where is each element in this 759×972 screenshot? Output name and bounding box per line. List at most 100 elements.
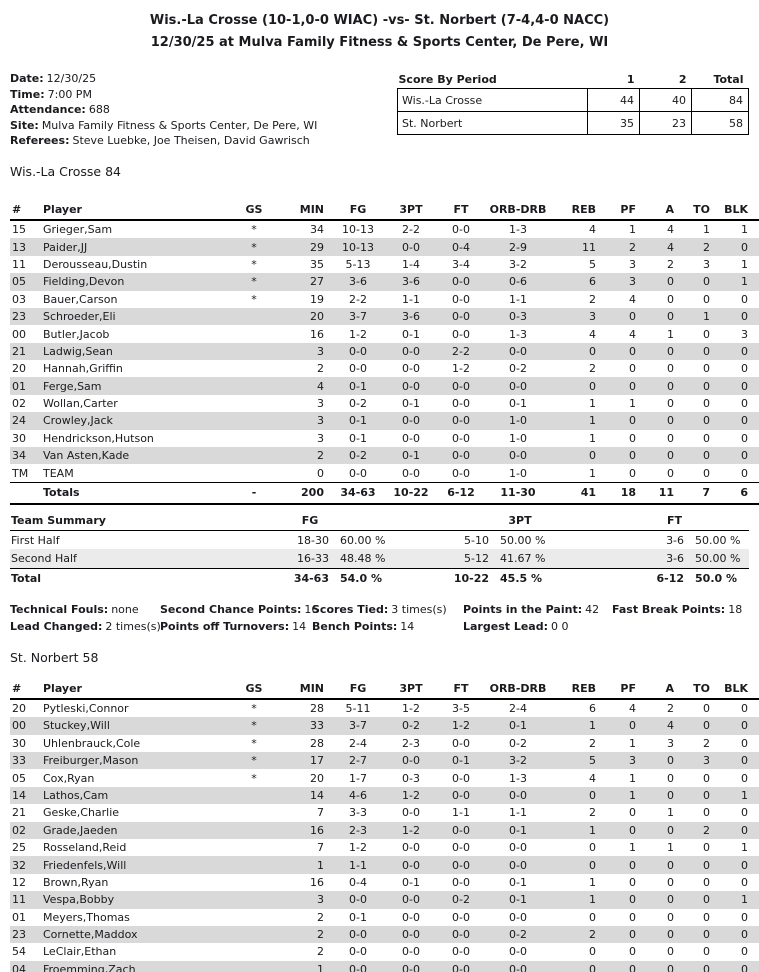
player-pf: 0: [603, 447, 643, 465]
player-ft: 0-0: [437, 412, 485, 430]
player-pf: 0: [629, 362, 636, 376]
player-stl: 0: [755, 735, 759, 752]
player-fg: 0-0: [349, 466, 367, 480]
player-3pt: 1-4: [402, 257, 420, 271]
player-to: 0: [703, 292, 710, 306]
player-number: 01: [12, 910, 26, 924]
player-pf: 0: [629, 466, 636, 480]
player-number: 05: [12, 771, 26, 785]
player-3pt: 0-0: [385, 925, 437, 944]
player-3pt: 0-0: [385, 377, 437, 395]
player-reb: 6: [551, 273, 603, 291]
player-gs: [229, 377, 279, 395]
player-min: 14: [279, 786, 331, 805]
player-name: Bauer,Carson: [43, 292, 118, 306]
player-orb-drb: 0-0: [509, 841, 527, 855]
player-min: 34: [310, 223, 324, 237]
player-row: 11 Derousseau,Dustin * 35 5-13 1-4 3-4 3…: [10, 256, 759, 273]
player-blk: 1: [741, 841, 748, 855]
player-pf: 0: [603, 717, 643, 735]
score-period-2: 40: [639, 88, 692, 112]
col-header-ast: A: [643, 679, 681, 700]
player-min: 1: [279, 856, 331, 874]
player-blk: 0: [741, 466, 748, 480]
player-ft: 0-0: [437, 447, 485, 465]
game-stat-label: Points off Turnovers:: [160, 620, 290, 634]
player-pf: 0: [603, 342, 643, 361]
player-gs: [229, 342, 279, 361]
player-min: 20: [279, 307, 331, 326]
player-number: 02: [12, 397, 26, 411]
player-pf: 0: [629, 806, 636, 820]
player-min: 3: [279, 412, 331, 430]
player-stl: 0: [755, 412, 759, 430]
player-3pt: 1-1: [402, 292, 420, 306]
summary-header-ft: FT: [600, 511, 750, 531]
player-reb: 1: [589, 431, 596, 445]
col-header-stl: STL: [755, 679, 759, 700]
player-row: 01 Ferge,Sam 4 0-1 0-0 0-0 0-0 0 0 0 0 0…: [10, 377, 759, 395]
col-header-number: #: [10, 679, 41, 700]
player-orb-drb: 1-0: [509, 431, 527, 445]
player-ft: 3-5: [452, 702, 470, 716]
player-row: 04 Froemming,Zach 1 0-0 0-0 0-0 0-0 0 0 …: [10, 960, 759, 972]
player-ft: 2-2: [437, 342, 485, 361]
col-header-ast: A: [643, 200, 681, 221]
player-gs: [229, 804, 279, 821]
game-stat: Lead Changed: 2 times(s): [10, 619, 161, 635]
player-fg: 1-2: [349, 841, 367, 855]
player-reb: 11: [551, 238, 603, 256]
game-stat-value: 0 0: [551, 620, 569, 634]
player-orb-drb: 0-1: [485, 821, 551, 839]
player-3pt: 0-3: [402, 771, 420, 785]
player-blk: 1: [717, 273, 755, 291]
player-min: 19: [310, 292, 324, 306]
col-header-pf: PF: [603, 679, 643, 700]
player-blk: 0: [717, 412, 755, 430]
player-pf: 4: [629, 292, 636, 306]
player-orb-drb: 3-2: [509, 257, 527, 271]
player-number: 00: [12, 327, 26, 341]
player-reb: 0: [551, 447, 603, 465]
player-min: 16: [279, 821, 331, 839]
player-stl: 2: [755, 699, 759, 717]
player-row: 33 Freiburger,Mason * 17 2-7 0-0 0-1 3-2…: [10, 752, 759, 770]
player-row: 02 Wollan,Carter 3 0-2 0-1 0-0 0-1 1 1 0…: [10, 395, 759, 412]
player-name: Ladwig,Sean: [41, 342, 229, 361]
player-gs: *: [251, 292, 257, 306]
player-to: 2: [703, 736, 710, 750]
game-stat: Bench Points: 14: [312, 619, 463, 635]
score-header-period-1: 1: [587, 70, 640, 89]
player-stl: 0: [755, 874, 759, 891]
player-orb-drb: 1-3: [509, 327, 527, 341]
player-min: 28: [310, 702, 324, 716]
player-pf: 0: [629, 910, 636, 924]
player-ast: 0: [667, 397, 674, 411]
player-ft: 0-0: [452, 397, 470, 411]
player-to: 0: [681, 377, 717, 395]
player-reb: 1: [551, 821, 603, 839]
player-to: 0: [703, 806, 710, 820]
player-gs: [229, 786, 279, 805]
player-3pt: 0-0: [385, 856, 437, 874]
player-gs: [229, 395, 279, 412]
player-fg: 4-6: [331, 786, 385, 805]
player-fg: 3-7: [331, 307, 385, 326]
player-gs: [229, 360, 279, 377]
player-blk: 1: [717, 786, 755, 805]
player-gs: [229, 307, 279, 326]
player-row: 20 Pytleski,Connor * 28 5-11 1-2 3-5 2-4…: [10, 699, 759, 717]
player-fg: 2-7: [331, 752, 385, 770]
player-pf: 0: [629, 945, 636, 959]
score-header-row: Score By Period 1 2 Total: [397, 70, 749, 89]
player-name: Paider,JJ: [41, 238, 229, 256]
col-header-blk: BLK: [717, 679, 755, 700]
game-info-label: Site:: [10, 118, 39, 132]
player-fg: 0-2: [331, 447, 385, 465]
player-blk: 1: [741, 223, 748, 237]
player-to: 1: [681, 307, 717, 326]
player-orb-drb: 0-1: [509, 397, 527, 411]
player-3pt: 0-2: [385, 717, 437, 735]
player-blk: 0: [741, 292, 748, 306]
